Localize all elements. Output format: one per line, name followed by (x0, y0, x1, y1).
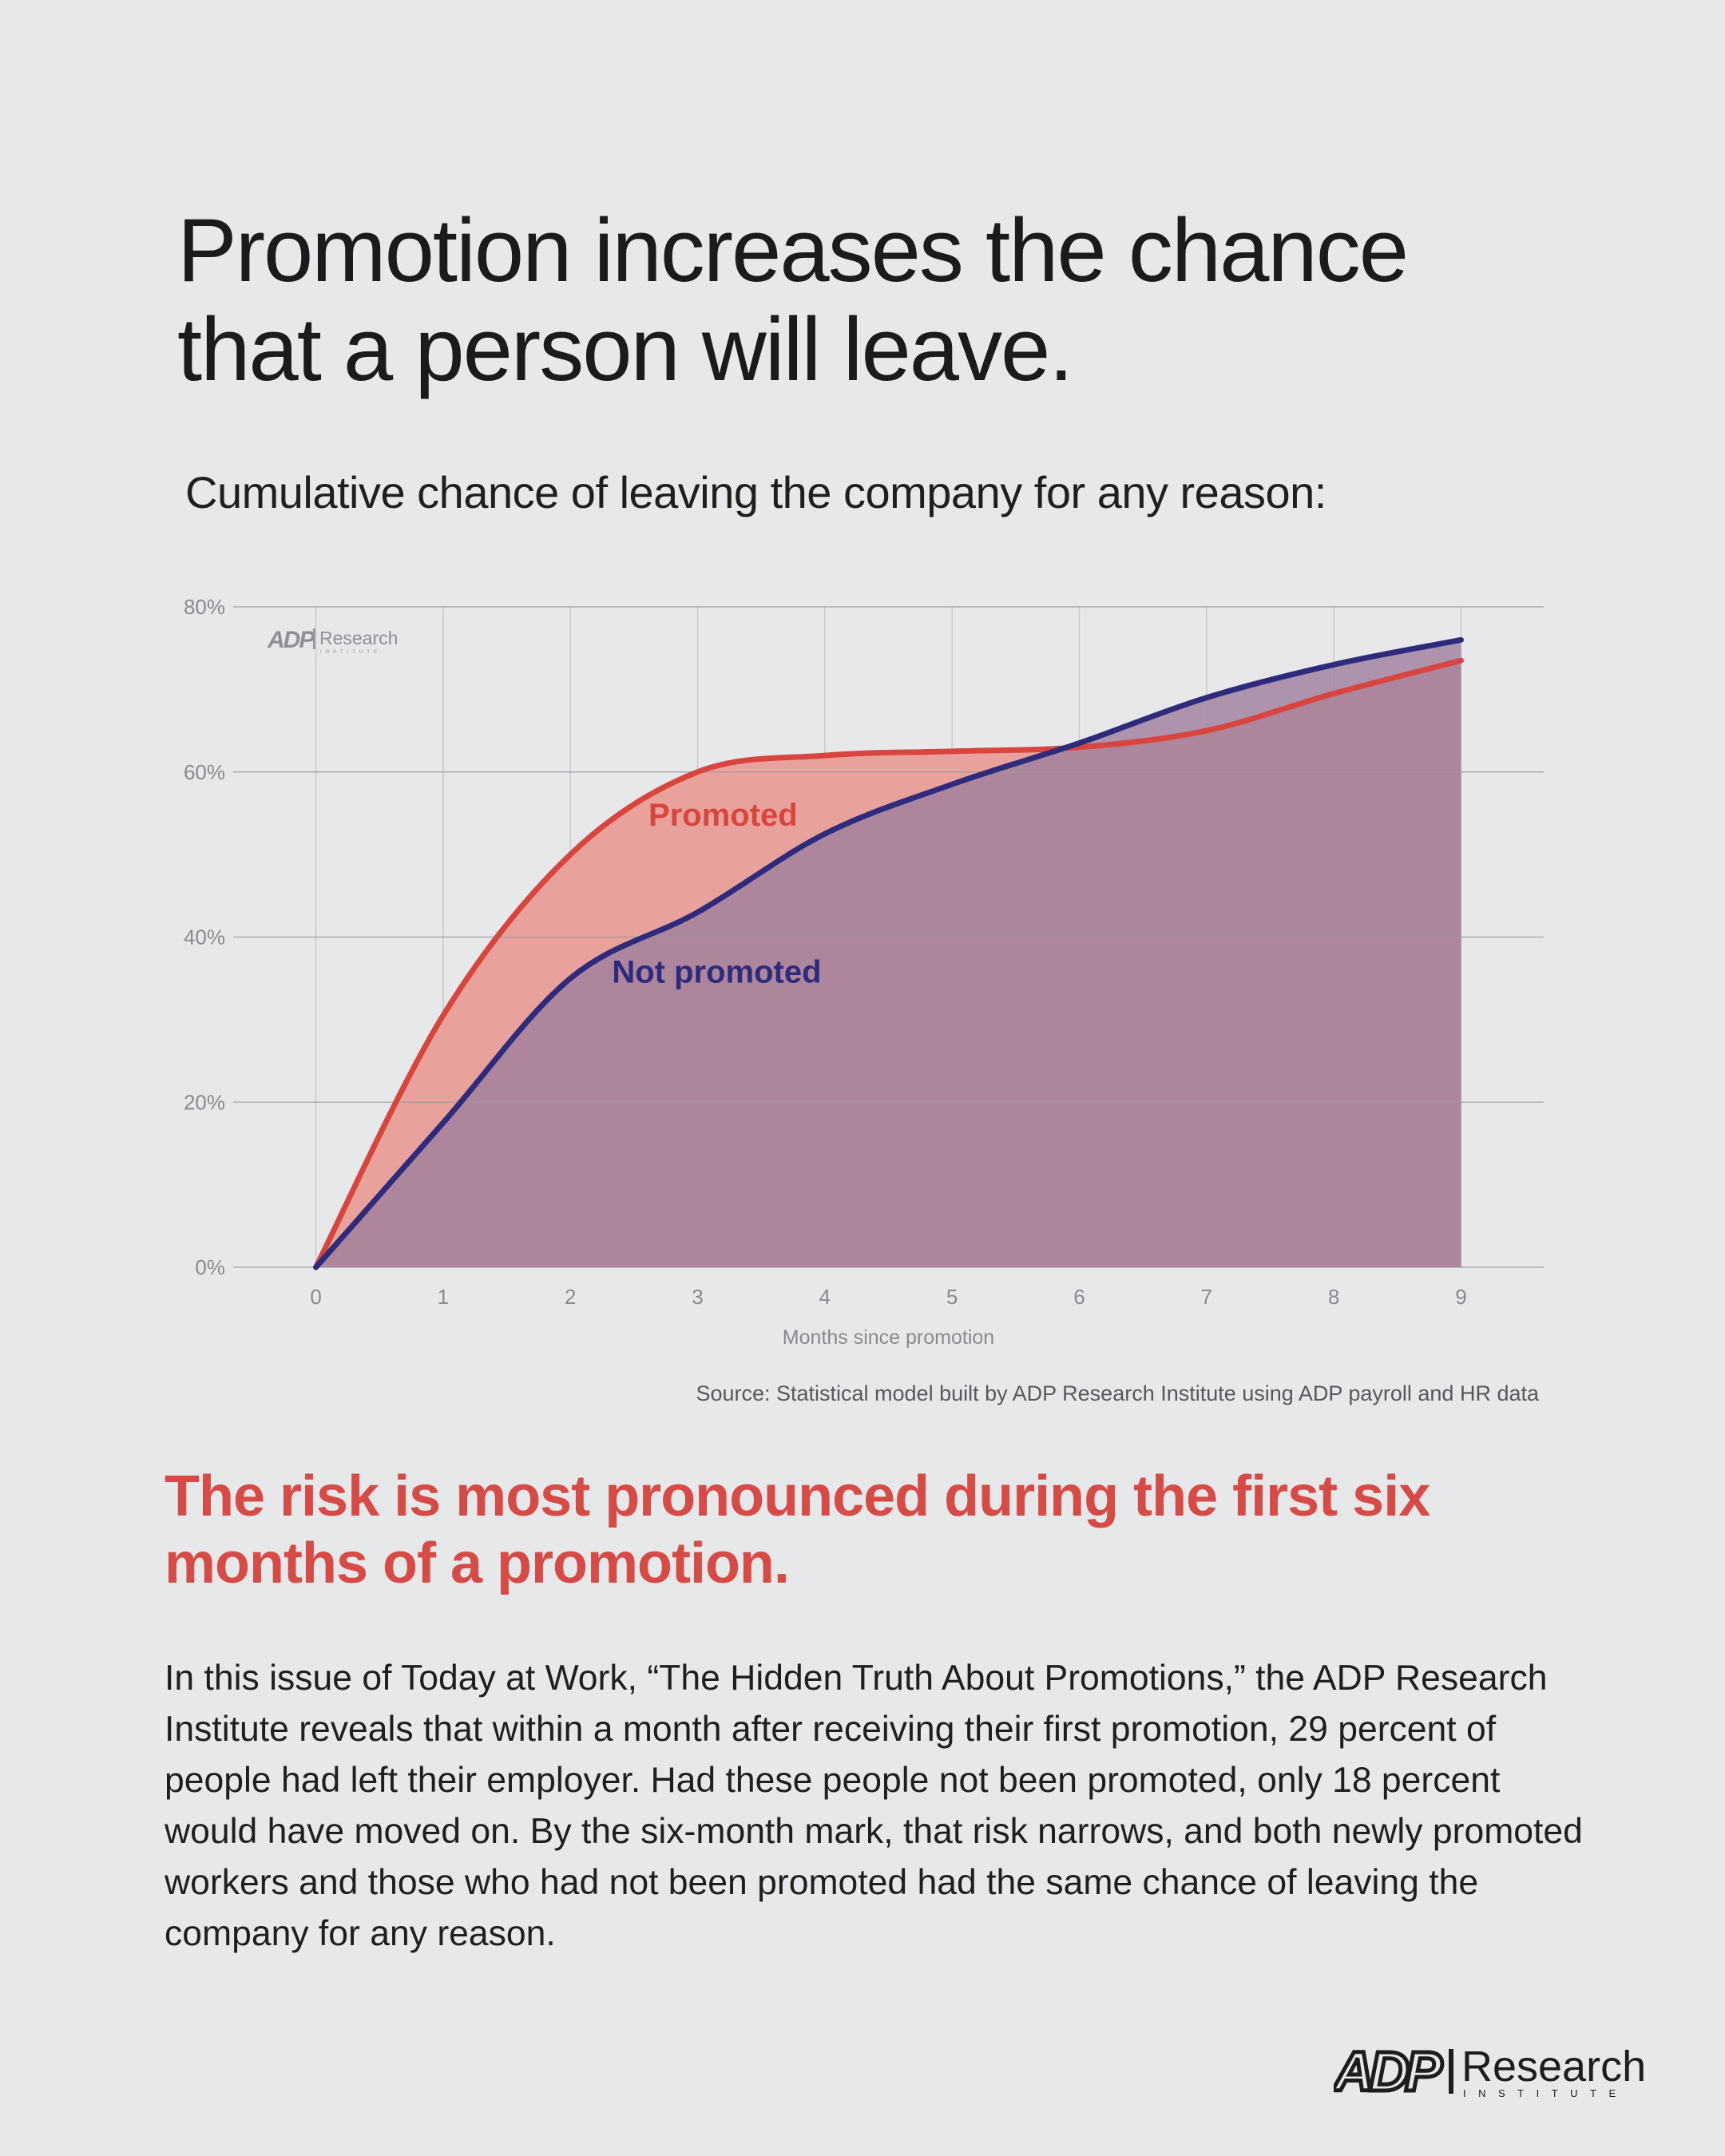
adp-research-institute-logo: ADP Research INSTITUTE (1334, 2041, 1646, 2102)
y-tick-label-4: 80% (184, 595, 225, 619)
x-tick-label-1: 1 (438, 1285, 449, 1309)
source-note: Source: Statistical model built by ADP R… (696, 1381, 1539, 1405)
line-not-promoted (313, 636, 1464, 1270)
y-tick-label-0: 0% (195, 1255, 225, 1279)
callout-heading: The risk is most pronounced during the f… (165, 1464, 1430, 1595)
y-axis-ticks: 0% 20% 40% 60% 80% (184, 595, 225, 1279)
series-label-promoted: Promoted (648, 798, 798, 833)
x-tick-label-5: 5 (946, 1285, 958, 1309)
y-tick-label-1: 20% (184, 1090, 225, 1114)
x-tick-label-6: 6 (1073, 1285, 1085, 1309)
chart-subtitle: Cumulative chance of leaving the company… (185, 467, 1326, 517)
footer-logo: ADP (1334, 2041, 1442, 2102)
x-axis-ticks: 0 1 2 3 4 5 6 7 8 9 (310, 1285, 1466, 1309)
footer-sub: INSTITUTE (1463, 2087, 1628, 2099)
x-axis-label: Months since promotion (783, 1326, 994, 1349)
x-tick-label-7: 7 (1201, 1285, 1212, 1309)
series-label-not-promoted: Not promoted (612, 954, 821, 989)
x-tick-label-3: 3 (692, 1285, 703, 1309)
page-title: Promotion increases the chance that a pe… (177, 201, 1583, 399)
area-not-promoted (315, 640, 1461, 1267)
x-tick-label-8: 8 (1328, 1285, 1339, 1309)
y-tick-label-3: 60% (184, 760, 225, 784)
x-tick-label-2: 2 (565, 1285, 576, 1309)
line-promoted (313, 657, 1464, 1270)
x-tick-label-9: 9 (1455, 1285, 1466, 1309)
chart: 0% 20% 40% 60% 80% 0 1 2 3 4 5 6 7 8 9 Months since p… (184, 595, 1544, 1349)
watermark-subtext: INSTITUTE (320, 650, 381, 655)
watermark-logo: ADP (267, 627, 315, 653)
footer-brand: Research (1461, 2043, 1646, 2091)
x-tick-label-0: 0 (310, 1285, 321, 1309)
x-tick-label-4: 4 (819, 1285, 831, 1309)
horizontal-gridlines (233, 606, 1544, 1268)
chart-areas (315, 640, 1461, 1267)
watermark-brand: Research (319, 628, 398, 648)
series-labels: Promoted Not promoted (612, 798, 821, 989)
y-tick-label-2: 40% (184, 925, 225, 949)
chart-watermark: ADP Research INSTITUTE (267, 627, 398, 655)
title-line-2: that a person will leave. (177, 299, 1073, 399)
chart-lines (313, 636, 1464, 1270)
title-line-1: Promotion increases the chance (177, 200, 1409, 300)
body-paragraph: In this issue of Today at Work, “The Hid… (165, 1659, 1583, 1953)
